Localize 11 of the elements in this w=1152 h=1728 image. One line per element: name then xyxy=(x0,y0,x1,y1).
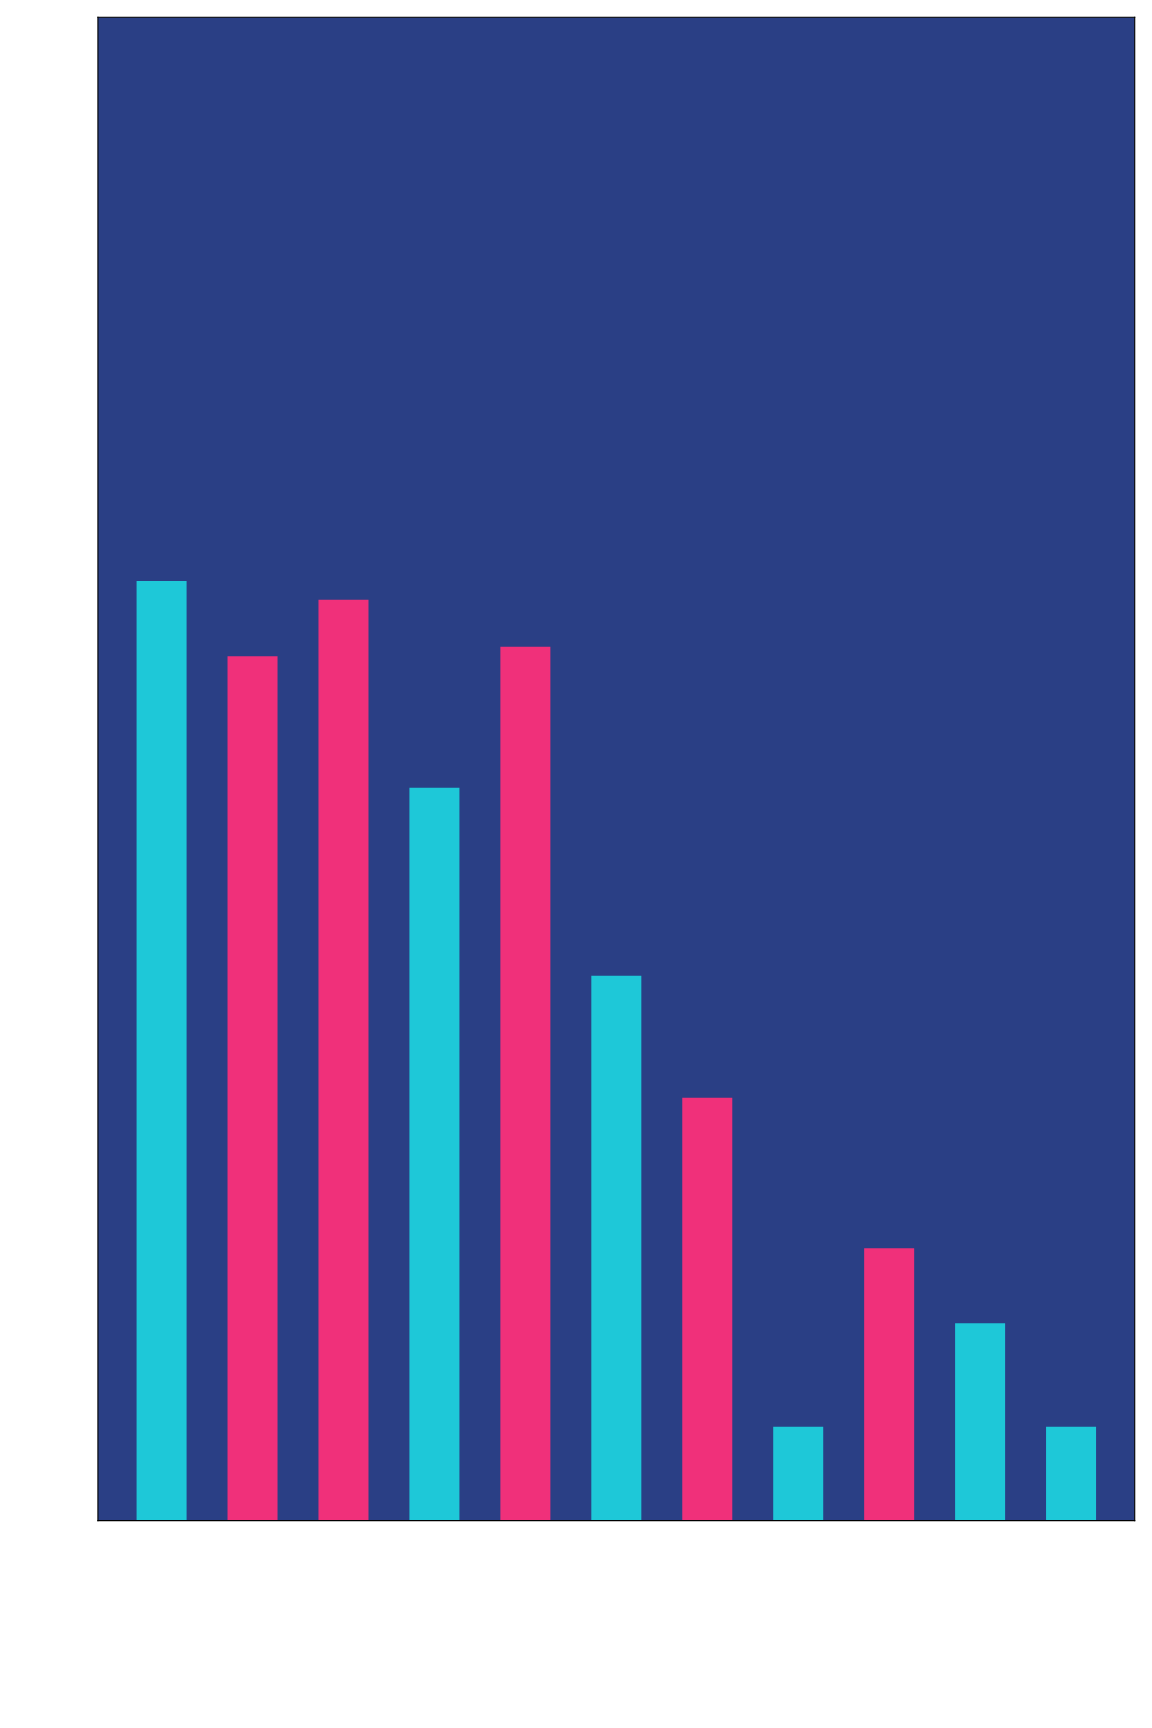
bar xyxy=(591,975,642,1521)
bar xyxy=(227,656,278,1521)
bar xyxy=(1046,1426,1097,1521)
bar xyxy=(318,599,369,1521)
bar xyxy=(500,646,551,1521)
bar xyxy=(955,1323,1006,1521)
bar xyxy=(409,787,460,1521)
bar xyxy=(773,1426,824,1521)
bar xyxy=(136,581,187,1521)
bar xyxy=(864,1248,915,1521)
bar xyxy=(682,1097,733,1521)
